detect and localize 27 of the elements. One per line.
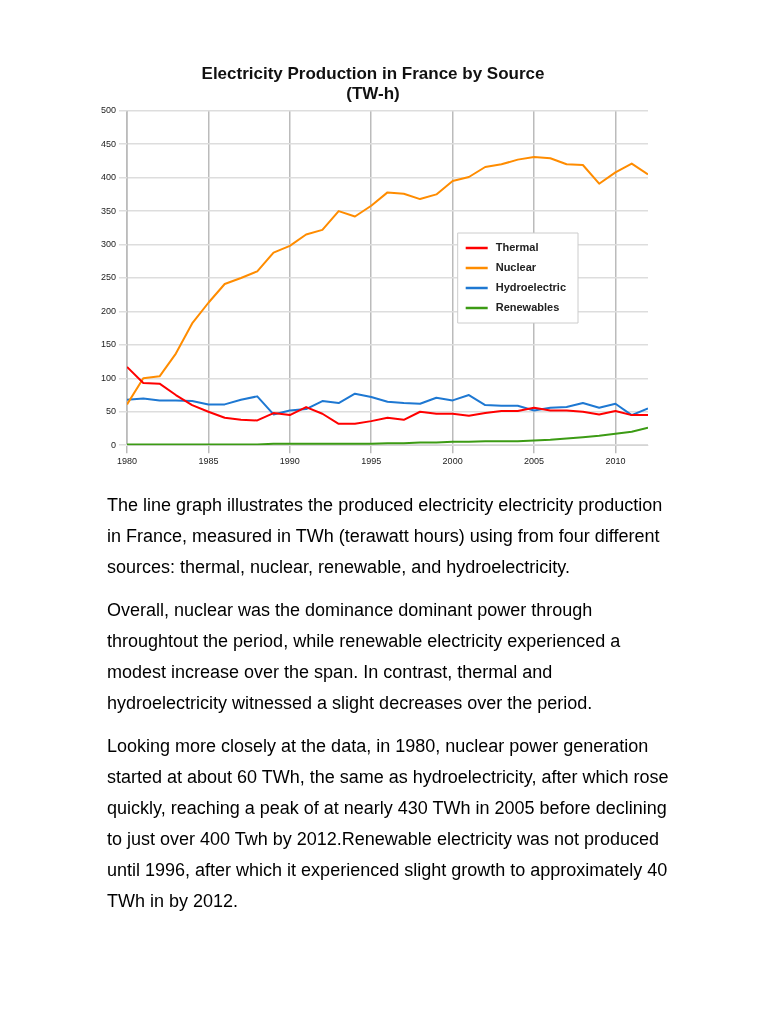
legend-label: Thermal (495, 241, 539, 254)
x-tick-label: 1980 (117, 456, 138, 467)
y-tick-label: 200 (100, 305, 117, 316)
y-tick-label: 100 (100, 372, 117, 383)
x-tick-label: 1995 (361, 456, 382, 467)
y-tick-label: 450 (100, 138, 117, 149)
text: Looking more closely at the data, in 1980, nuclear power generation started at about 60 TWh, the same as hydroelectricity, after which rose quickly, reaching a peak of at nearly 430 TWh in 2005 before declining to just over 400 Twh by 2012.Renewable electricity was not produced until 1996, after which it experienced slight growth to approximately 40 TWh in by 2012. (107, 735, 670, 913)
text: The line graph illustrates the produced electricity electricity production in France, measured in TWh (terawatt hours) using from four different sources: thermal, nuclear, renewable, and hydroelectricity. (107, 494, 664, 579)
y-tick-label: 250 (100, 272, 117, 283)
x-tick-label: 1985 (198, 456, 219, 467)
x-tick-label: 2000 (442, 456, 463, 467)
y-tick-label: 500 (100, 105, 117, 116)
x-tick-label: 1990 (279, 456, 300, 467)
y-tick-label: 0 (111, 439, 117, 450)
legend-label: Nuclear (495, 261, 537, 274)
text: Overall, nuclear was the dominance dominant power through throughtout the period, while renewable electricity experienced a modest increase over the span. In contrast, thermal and hydroelectricity witnessed a slight decreases over the period. (107, 599, 622, 715)
y-tick-label: 150 (100, 339, 117, 350)
y-tick-label: 300 (100, 239, 117, 250)
chart-subtitle: (TW-h) (346, 84, 400, 104)
chart-title: Electricity Production in France by Source (201, 63, 545, 83)
legend-label: Renewables (495, 301, 560, 314)
x-tick-label: 2010 (605, 456, 626, 467)
x-tick-label: 2005 (524, 456, 545, 467)
legend-label: Hydroelectric (495, 281, 566, 294)
y-tick-label: 400 (100, 172, 117, 183)
y-tick-label: 50 (106, 406, 117, 417)
y-tick-label: 350 (100, 205, 117, 216)
